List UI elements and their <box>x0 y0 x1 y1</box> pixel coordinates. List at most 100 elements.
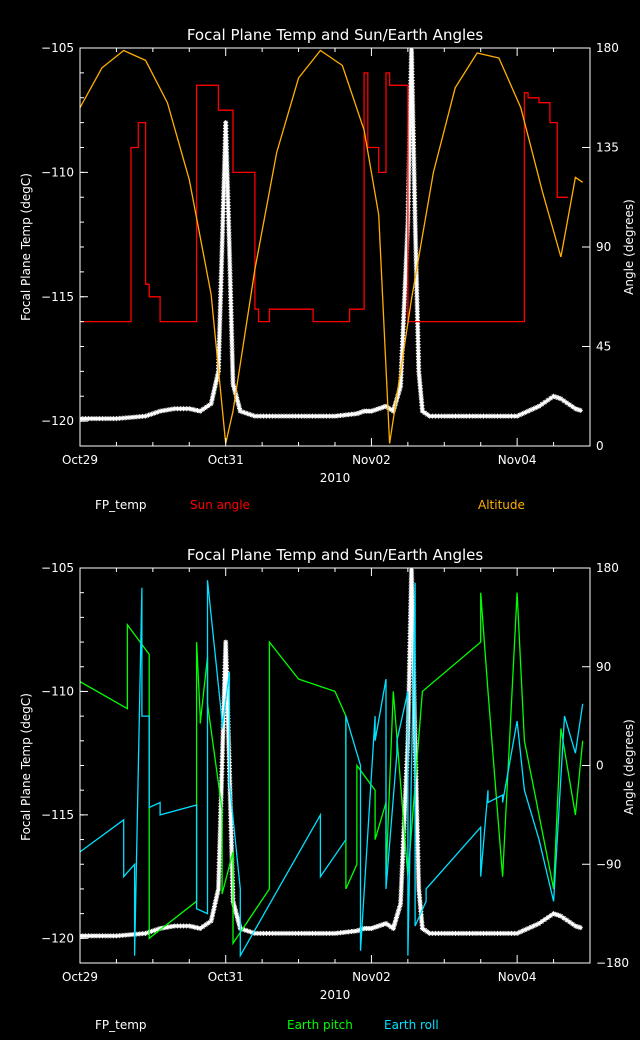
bottom-fp-temp-point <box>414 812 420 818</box>
bottom-fp-temp-point <box>225 718 231 724</box>
bottom-fp-temp-point <box>228 839 234 845</box>
bottom-fp-temp-point <box>567 919 573 925</box>
top-fp-temp-point <box>500 413 506 419</box>
top-fp-temp-point <box>226 226 232 232</box>
top-fp-temp-point <box>218 277 224 283</box>
top-fp-temp-point <box>406 169 412 175</box>
top-fp-temp-point <box>412 210 418 216</box>
top-fp-temp-point <box>406 145 412 151</box>
top-fp-temp-point <box>310 413 316 419</box>
bottom-fp-temp-point <box>404 756 410 762</box>
top-fp-temp-point <box>407 136 413 142</box>
top-fp-temp-point <box>419 400 425 406</box>
bottom-fp-temp-point <box>258 930 264 936</box>
top-fp-temp-point <box>472 413 478 419</box>
top-fp-temp-point <box>122 415 128 421</box>
bottom-fp-temp-point <box>234 912 240 918</box>
top-fp-temp-point <box>558 396 564 402</box>
bottom-fp-temp-point <box>489 930 495 936</box>
bottom-fp-temp-point <box>399 877 405 883</box>
bottom-fp-temp-point <box>413 779 419 785</box>
bottom-fp-temp-point <box>229 872 235 878</box>
top-fp-temp-point <box>403 270 409 276</box>
bottom-fp-temp-point <box>371 925 377 931</box>
top-fp-temp-point <box>409 66 415 72</box>
bottom-fp-temp-point <box>414 824 420 830</box>
top-legend-fp-temp: FP_temp <box>95 498 147 512</box>
bottom-fp-temp-point <box>223 654 229 660</box>
bottom-fp-temp-point <box>404 764 410 770</box>
top-fp-temp-point <box>354 411 360 417</box>
bottom-fp-temp-point <box>415 836 421 842</box>
bottom-fp-temp-point <box>414 815 420 821</box>
bottom-fp-temp-point <box>475 930 481 936</box>
bottom-fp-temp-point <box>225 704 231 710</box>
top-fp-temp-point <box>228 312 234 318</box>
bottom-fp-temp-point <box>403 782 409 788</box>
bottom-fp-temp-point <box>533 922 539 928</box>
top-fp-temp-point <box>119 415 125 421</box>
top-fp-temp-point <box>356 410 362 416</box>
top-fp-temp-point <box>447 413 453 419</box>
top-fp-temp-point <box>567 402 573 408</box>
bottom-fp-temp-point <box>511 930 517 936</box>
bottom-fp-temp-point <box>217 839 223 845</box>
top-fp-temp-point <box>406 163 412 169</box>
top-fp-temp-point <box>227 271 233 277</box>
bottom-fp-temp-point <box>472 930 478 936</box>
top-fp-temp-point <box>415 344 421 350</box>
bottom-fp-temp-point <box>220 748 226 754</box>
top-fp-temp-point <box>231 384 237 390</box>
bottom-fp-temp-point <box>383 921 389 926</box>
bottom-fp-temp-point <box>531 923 537 929</box>
top-fp-temp-point <box>413 252 419 258</box>
bottom-fp-temp-point <box>224 698 230 704</box>
bottom-fp-temp-point <box>113 933 119 939</box>
top-fp-temp-point <box>216 357 222 363</box>
top-fp-temp-point <box>452 413 458 419</box>
top-fp-temp-point <box>398 371 404 377</box>
bottom-fp-temp-point <box>415 847 421 853</box>
bottom-fp-temp-point <box>131 931 137 937</box>
bottom-fp-temp-point <box>157 925 163 931</box>
bottom-fp-temp-point <box>551 911 557 917</box>
top-fp-temp-point <box>85 416 91 422</box>
bottom-fp-temp-point <box>219 777 225 783</box>
top-fp-temp-point <box>394 394 400 400</box>
top-fp-temp-point <box>413 234 419 240</box>
top-fp-temp-point <box>219 262 225 268</box>
top-fp-temp-point <box>406 160 412 166</box>
top-fp-temp-point <box>503 413 509 419</box>
bottom-fp-temp-point <box>229 863 235 869</box>
bottom-fp-temp-point <box>224 695 230 701</box>
bottom-fp-temp-point <box>99 933 105 939</box>
bottom-fp-temp-point <box>220 724 226 730</box>
bottom-fp-temp-point <box>217 824 223 830</box>
top-fp-temp-point <box>410 119 416 125</box>
bottom-fp-temp-point <box>216 883 222 889</box>
top-fp-temp-point <box>412 231 418 237</box>
top-fp-temp-point <box>211 389 217 395</box>
top-fp-temp-point <box>414 291 420 297</box>
bottom-fp-temp-point <box>194 925 200 931</box>
top-fp-temp-point <box>236 403 242 409</box>
bottom-fp-temp-point <box>399 868 405 874</box>
bottom-fp-temp-point <box>403 776 409 782</box>
top-fp-temp-point <box>304 413 310 419</box>
bottom-fp-temp-point <box>403 785 409 791</box>
top-fp-temp-point <box>216 339 222 345</box>
top-fp-temp-point <box>230 378 236 384</box>
top-fp-temp-point <box>221 173 227 179</box>
bottom-fp-temp-point <box>225 724 231 730</box>
top-fp-temp-point <box>359 409 365 415</box>
top-ytick-label: −120 <box>41 414 74 428</box>
bottom-fp-temp-point <box>108 933 114 939</box>
bottom-fp-temp-point <box>403 788 409 794</box>
top-fp-temp-point <box>401 300 407 306</box>
top-fp-temp-point <box>111 416 117 422</box>
bottom-fp-temp-point <box>419 923 425 929</box>
bottom-fp-temp-point <box>410 628 416 634</box>
bottom-fp-temp-point <box>406 684 412 690</box>
top-fp-temp-point <box>572 406 578 412</box>
top-fp-temp-point <box>378 405 384 411</box>
